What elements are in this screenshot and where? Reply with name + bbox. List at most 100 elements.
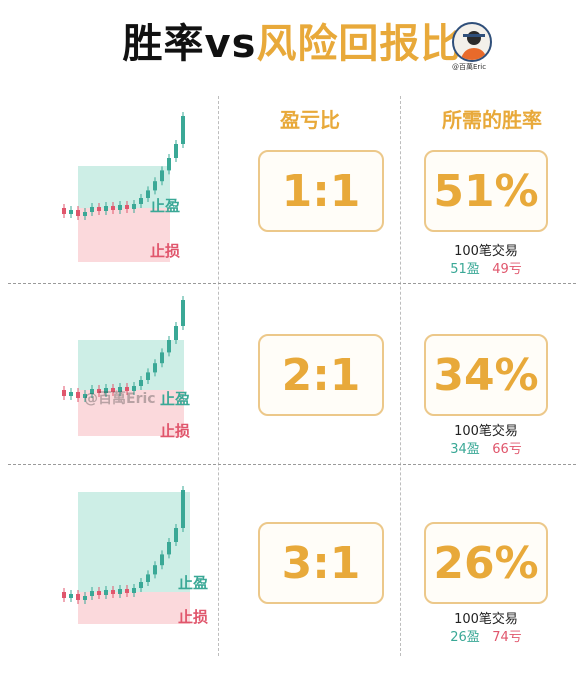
candle: [174, 528, 178, 542]
candle: [104, 590, 108, 595]
candle: [132, 386, 136, 391]
candle: [118, 589, 122, 594]
wins-1: 51盈: [450, 262, 480, 277]
candle: [181, 490, 185, 528]
take-profit-label-2: 止盈: [160, 390, 191, 408]
candle: [90, 591, 94, 596]
candlestick-chart-3: [62, 486, 190, 624]
avatar-handle: @百萬Eric: [452, 63, 487, 71]
candle: [69, 594, 73, 598]
candle: [167, 340, 171, 353]
candle: [174, 326, 178, 340]
candle: [181, 116, 185, 144]
candle: [97, 389, 101, 393]
candle: [104, 388, 108, 393]
ratio-box-3: 3:1: [258, 522, 384, 604]
column-divider-2: [400, 96, 401, 656]
candle: [160, 170, 164, 182]
candle: [160, 554, 164, 566]
candle: [167, 158, 171, 171]
header-ratio: 盈亏比: [280, 108, 340, 132]
row-divider-1: [8, 283, 576, 284]
candle: [153, 181, 157, 191]
stop-loss-zone: [78, 208, 170, 262]
candlestick-chart-2: [62, 296, 185, 436]
candle: [153, 363, 157, 373]
stop-loss-label-1: 止损: [150, 242, 181, 260]
candle: [62, 208, 66, 214]
header-win-rate: 所需的胜率: [442, 108, 542, 132]
win-loss-split-3: 26盈 74亏: [426, 626, 546, 645]
ratio-value-2: 2:1: [281, 349, 361, 401]
losses-3: 74亏: [492, 630, 522, 645]
candle: [69, 392, 73, 396]
candlestick-chart-1: [62, 112, 185, 262]
win-rate-value-2: 34%: [433, 349, 539, 401]
candle: [111, 388, 115, 392]
win-rate-box-3: 26%: [424, 522, 548, 604]
avatar-icon: [460, 31, 488, 60]
candle: [146, 372, 150, 380]
candle: [69, 210, 73, 214]
take-profit-zone: [78, 340, 184, 390]
take-profit-label-3: 止盈: [178, 574, 209, 592]
losses-1: 49亏: [492, 262, 522, 277]
candle: [76, 210, 80, 216]
win-rate-value-1: 51%: [433, 165, 539, 217]
avatar: [452, 22, 492, 62]
candle: [90, 207, 94, 212]
win-loss-split-2: 34盈 66亏: [426, 438, 546, 457]
take-profit-label-1: 止盈: [150, 197, 181, 215]
candle: [118, 205, 122, 210]
candle: [90, 389, 94, 394]
stop-loss-label-3: 止损: [178, 608, 209, 626]
stop-loss-label-2: 止损: [160, 422, 191, 440]
candle: [76, 594, 80, 600]
candle: [167, 542, 171, 555]
candle: [83, 394, 87, 398]
page-title: 胜率vs风险回报比: [0, 14, 584, 74]
trades-label-2: 100笔交易: [454, 424, 518, 439]
candle: [111, 206, 115, 210]
wins-3: 26盈: [450, 630, 480, 645]
take-profit-zone: [78, 492, 190, 592]
title-part-2: 风险回报比: [256, 21, 462, 67]
losses-2: 66亏: [492, 442, 522, 457]
candle: [76, 392, 80, 398]
candle: [153, 565, 157, 575]
trades-label-1: 100笔交易: [454, 244, 518, 259]
candle: [83, 596, 87, 600]
candle: [174, 144, 178, 158]
ratio-value-3: 3:1: [281, 537, 361, 589]
candle: [97, 591, 101, 595]
win-rate-box-2: 34%: [424, 334, 548, 416]
stop-loss-zone: [78, 592, 190, 624]
win-rate-box-1: 51%: [424, 150, 548, 232]
candle: [125, 589, 129, 593]
candle: [139, 198, 143, 204]
candle: [62, 592, 66, 598]
stop-loss-zone: [78, 390, 184, 436]
candle: [139, 380, 143, 386]
candle: [139, 582, 143, 588]
candle: [146, 190, 150, 198]
ratio-box-1: 1:1: [258, 150, 384, 232]
trades-label-3: 100笔交易: [454, 612, 518, 627]
candle: [118, 387, 122, 392]
candle: [97, 207, 101, 211]
title-part-1: 胜率vs: [122, 21, 257, 67]
wins-2: 34盈: [450, 442, 480, 457]
row-divider-2: [8, 464, 576, 465]
ratio-box-2: 2:1: [258, 334, 384, 416]
column-divider-1: [218, 96, 219, 656]
win-rate-value-3: 26%: [433, 537, 539, 589]
win-loss-split-1: 51盈 49亏: [426, 258, 546, 277]
candle: [62, 390, 66, 396]
watermark: @百萬Eric: [84, 391, 156, 407]
candle: [104, 206, 108, 211]
candle: [181, 300, 185, 326]
candle: [125, 387, 129, 391]
candle: [83, 212, 87, 216]
candle: [132, 588, 136, 593]
candle: [132, 204, 136, 209]
